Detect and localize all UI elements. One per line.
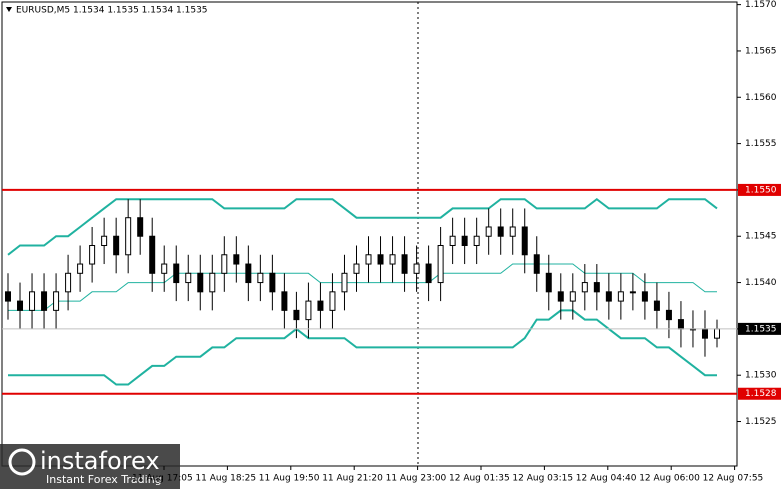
candle-body [101, 235, 108, 247]
candle-body [125, 217, 132, 256]
candle-body [461, 235, 468, 247]
y-tick-label: 1.1565 [745, 46, 777, 56]
candle-body [617, 291, 624, 302]
y-tick-label: 1.1540 [745, 278, 777, 288]
candle-body [65, 272, 72, 293]
candle-body [53, 291, 60, 311]
candle-body [329, 291, 336, 311]
candle-body [557, 291, 564, 302]
candle-body [257, 272, 264, 284]
candle-body [449, 235, 456, 247]
x-tick-label: 11 Aug 19:50 [259, 474, 320, 484]
candle-body [221, 254, 228, 274]
band-line [7, 197, 718, 256]
chart-title: EURUSD,M5 1.1534 1.1535 1.1534 1.1535 [16, 6, 208, 16]
candle-body [641, 291, 648, 302]
candle-body [353, 263, 360, 274]
candle-body [569, 291, 576, 302]
candle-body [17, 300, 24, 311]
band-line [8, 309, 717, 386]
y-tick-label: 1.1555 [745, 139, 777, 149]
watermark-brand: instaforex [40, 447, 160, 475]
candle-body [341, 272, 348, 293]
candle-body [533, 254, 540, 274]
candle-body [149, 235, 156, 274]
y-tick-label: 1.1545 [745, 232, 777, 242]
candle-body [209, 272, 216, 293]
candle-body [317, 300, 324, 311]
candle-body [89, 245, 96, 265]
candle-body [305, 300, 312, 321]
candle-body [29, 291, 36, 311]
candle-body [389, 254, 396, 265]
candle-body [485, 226, 492, 237]
candle-body [521, 226, 528, 256]
candle-body [665, 309, 672, 321]
level-label: 1.1528 [745, 389, 777, 399]
candle-body [161, 263, 168, 274]
level-label-box [738, 387, 781, 400]
candle-body [281, 291, 288, 311]
candle-body [653, 300, 660, 311]
marks [5, 197, 720, 386]
band-line [8, 263, 717, 311]
candle-body [365, 254, 372, 265]
level-label-box [738, 183, 781, 196]
y-tick-label: 1.1525 [745, 417, 777, 427]
x-tick-label: 12 Aug 03:15 [512, 474, 573, 484]
candle-body [377, 254, 384, 265]
plot-frame [1, 1, 738, 467]
x-tick-label: 11 Aug 23:00 [386, 474, 447, 484]
x-tick-label: 12 Aug 07:55 [703, 474, 764, 484]
x-tick-label: 12 Aug 06:00 [639, 474, 700, 484]
candle-body [605, 291, 612, 302]
candle-body [113, 235, 120, 256]
candle-body [269, 272, 276, 293]
x-tick-label: 11 Aug 21:20 [322, 474, 383, 484]
candle-body [701, 328, 708, 339]
x-tick-label: 12 Aug 04:40 [576, 474, 637, 484]
candle-body [245, 263, 252, 284]
x-tick-label: 11 Aug 17:05 [132, 474, 193, 484]
candle-body [714, 328, 720, 339]
watermark-tagline: Instant Forex Trading [46, 473, 162, 486]
candle-body [413, 263, 420, 274]
watermark: instaforex Instant Forex Trading [0, 444, 180, 489]
watermark-logo [8, 448, 36, 476]
candle-body [173, 263, 180, 284]
candle-body [185, 272, 192, 284]
candle-body [437, 245, 444, 284]
candle-body [401, 254, 408, 274]
y-tick-label: 1.1530 [745, 371, 777, 381]
y-tick-label: 1.1560 [745, 93, 777, 103]
candle-body [293, 309, 300, 321]
level-label: 1.1550 [745, 185, 777, 195]
candle-body [137, 217, 144, 237]
x-tick-label: 11 Aug 18:25 [195, 474, 256, 484]
candle-body [629, 291, 636, 294]
candle-body [497, 226, 504, 237]
symbol-arrow [6, 7, 12, 12]
candle-body [677, 319, 684, 330]
candle-body [593, 282, 600, 293]
candle-body [473, 235, 480, 247]
level-label: 1.1535 [745, 324, 777, 334]
x-tick-label: 12 Aug 01:35 [449, 474, 510, 484]
y-tick-label: 1.1570 [745, 0, 777, 10]
candle-body [41, 291, 48, 311]
level-label-box [738, 322, 781, 335]
candle-body [581, 282, 588, 293]
candle-body [233, 254, 240, 265]
candle-body [509, 226, 516, 237]
candle-body [77, 263, 84, 274]
candle-body [425, 263, 432, 284]
candle-body [5, 291, 11, 302]
candle-body [545, 272, 552, 293]
candle-body [197, 272, 204, 293]
